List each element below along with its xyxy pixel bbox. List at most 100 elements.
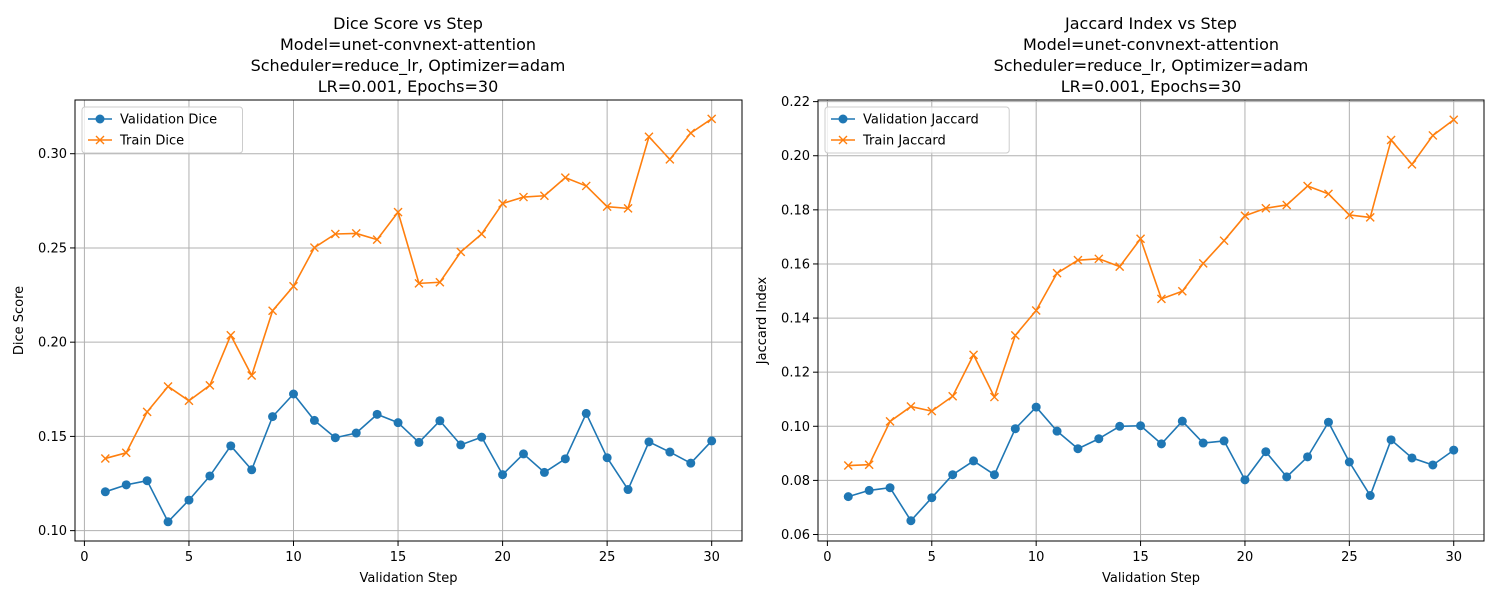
data-point [393, 207, 403, 217]
data-point [864, 460, 874, 470]
data-point [1094, 254, 1104, 264]
data-point [268, 306, 278, 316]
data-point [477, 432, 487, 442]
chart-title-line: LR=0.001, Epochs=30 [1061, 77, 1242, 96]
legend-label: Validation Jaccard [863, 113, 979, 128]
train-series [100, 114, 717, 463]
data-point [247, 371, 257, 381]
y-tick-label: 0.14 [781, 312, 810, 327]
data-point [1156, 439, 1166, 449]
data-point [184, 495, 194, 505]
data-point [498, 198, 508, 208]
y-tick-label: 0.06 [781, 528, 810, 543]
legend-label: Train Dice [119, 134, 184, 149]
data-point [184, 396, 194, 406]
data-point [414, 437, 424, 447]
data-point [969, 456, 979, 466]
data-point [1010, 424, 1020, 434]
data-point [289, 281, 298, 291]
data-point [205, 471, 215, 481]
x-tick-label: 30 [1445, 550, 1462, 565]
data-point [268, 412, 278, 422]
jaccard-chart: Jaccard Index vs Step Model=unet-convnext… [755, 14, 1485, 586]
data-point [1198, 438, 1208, 448]
data-point [1386, 135, 1396, 145]
x-tick-label: 15 [390, 550, 407, 565]
data-point [121, 448, 131, 458]
data-point [1344, 457, 1354, 467]
chart-title-line: LR=0.001, Epochs=30 [318, 77, 499, 96]
data-point [1219, 236, 1229, 246]
data-point [623, 203, 633, 213]
data-point [864, 485, 874, 495]
y-tick-label: 0.30 [38, 147, 67, 162]
data-point [1031, 305, 1041, 315]
data-point [1428, 130, 1438, 140]
data-point [351, 428, 361, 438]
legend-marker [95, 135, 105, 145]
x-tick-label: 15 [1132, 550, 1149, 565]
x-tick-label: 0 [80, 550, 88, 565]
data-point [1449, 115, 1459, 125]
data-point [906, 402, 916, 412]
data-point [969, 350, 979, 360]
data-point [989, 392, 999, 402]
data-point [707, 114, 717, 124]
data-point [1094, 434, 1104, 444]
legend-label: Validation Dice [120, 113, 217, 128]
data-point [1073, 255, 1083, 265]
data-point [477, 229, 487, 239]
dice-chart: Dice Score vs Step Model=unet-convnext-at… [12, 14, 743, 586]
data-point [226, 441, 236, 451]
x-tick-label: 5 [928, 550, 936, 565]
x-tick-label: 20 [1237, 550, 1254, 565]
data-point [1407, 453, 1417, 463]
data-point [1323, 417, 1333, 427]
data-point [414, 278, 424, 288]
data-point [581, 181, 591, 191]
data-point [163, 381, 173, 391]
data-point [644, 132, 654, 142]
data-point [989, 470, 999, 480]
data-point [1365, 212, 1375, 222]
y-tick-label: 0.16 [781, 257, 810, 272]
legend-box [81, 106, 243, 154]
data-point [330, 433, 340, 443]
series-line [105, 118, 713, 460]
x-tick-label: 10 [1028, 550, 1045, 565]
data-point [1156, 294, 1166, 304]
plot-frame [74, 99, 743, 542]
y-tick-label: 0.10 [781, 420, 810, 435]
data-point [330, 229, 340, 239]
data-point [1052, 268, 1062, 278]
data-point [843, 461, 853, 471]
y-tick-label: 0.12 [781, 366, 810, 381]
data-point [1010, 330, 1020, 340]
data-point [519, 449, 528, 459]
data-point [1365, 491, 1375, 501]
data-point [163, 517, 173, 527]
data-point [1240, 211, 1250, 221]
data-point [665, 154, 675, 164]
train-series [843, 115, 1459, 471]
data-point [1449, 445, 1459, 455]
data-point [686, 458, 696, 468]
x-axis-label: Validation Step [1102, 571, 1200, 586]
data-point [247, 465, 257, 475]
data-point [948, 391, 958, 401]
x-tick-label: 20 [494, 550, 511, 565]
data-point [539, 191, 549, 201]
data-point [644, 437, 654, 447]
data-point [602, 202, 612, 212]
data-point [1428, 460, 1438, 470]
x-tick-label: 25 [599, 550, 616, 565]
chart-title-line: Scheduler=reduce_lr, Optimizer=adam [251, 56, 566, 76]
data-point [927, 493, 937, 503]
chart-title-line: Model=unet-convnext-attention [1023, 35, 1279, 54]
data-point [456, 440, 466, 450]
plot-frame [817, 99, 1485, 542]
y-tick-label: 0.20 [38, 336, 67, 351]
data-point [581, 408, 591, 418]
data-point [560, 454, 570, 464]
